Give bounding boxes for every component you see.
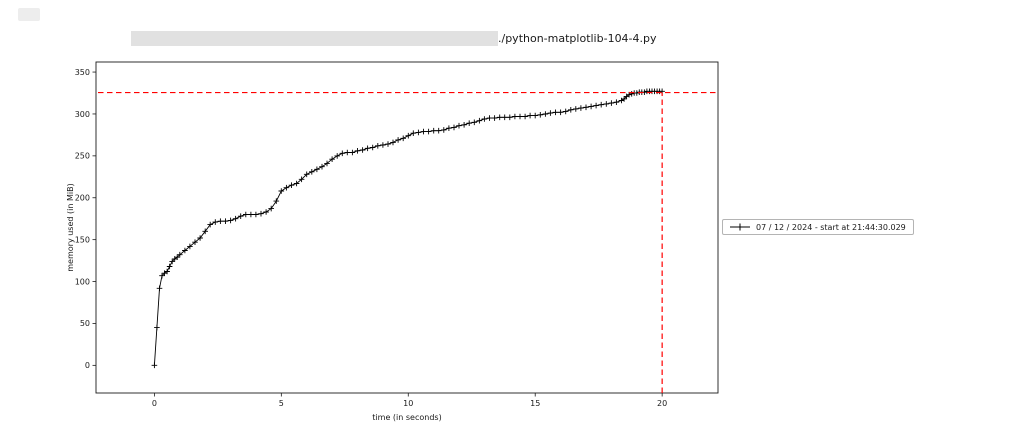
svg-text:100: 100 [75,277,90,286]
legend-marker-icon [730,223,750,231]
title-redaction-box [131,31,498,46]
svg-text:300: 300 [75,110,90,119]
svg-text:50: 50 [80,319,90,328]
svg-text:150: 150 [75,235,90,244]
svg-text:0: 0 [152,399,157,408]
svg-text:250: 250 [75,152,90,161]
x-axis-label: time (in seconds) [372,413,441,422]
svg-text:350: 350 [75,68,90,77]
memory-series-markers [151,88,665,369]
x-axis-ticks: 0 5 10 15 20 [152,393,667,408]
axes-frame [95,61,719,394]
legend: 07 / 12 / 2024 - start at 21:44:30.029 [722,219,914,235]
svg-text:15: 15 [530,399,540,408]
svg-text:200: 200 [75,194,90,203]
svg-text:20: 20 [657,399,667,408]
y-axis-label: memory used (in MiB) [66,183,75,271]
svg-text:0: 0 [85,361,90,370]
legend-label: 07 / 12 / 2024 - start at 21:44:30.029 [756,222,906,232]
title-row: ./python-matplotlib-104-4.py [131,31,657,46]
corner-redaction-box [18,8,40,21]
memory-series-line [153,90,663,366]
svg-text:5: 5 [279,399,284,408]
svg-text:10: 10 [403,399,413,408]
y-axis-ticks: 0 50 100 150 200 250 300 350 [75,68,96,370]
chart-title: ./python-matplotlib-104-4.py [498,32,657,45]
